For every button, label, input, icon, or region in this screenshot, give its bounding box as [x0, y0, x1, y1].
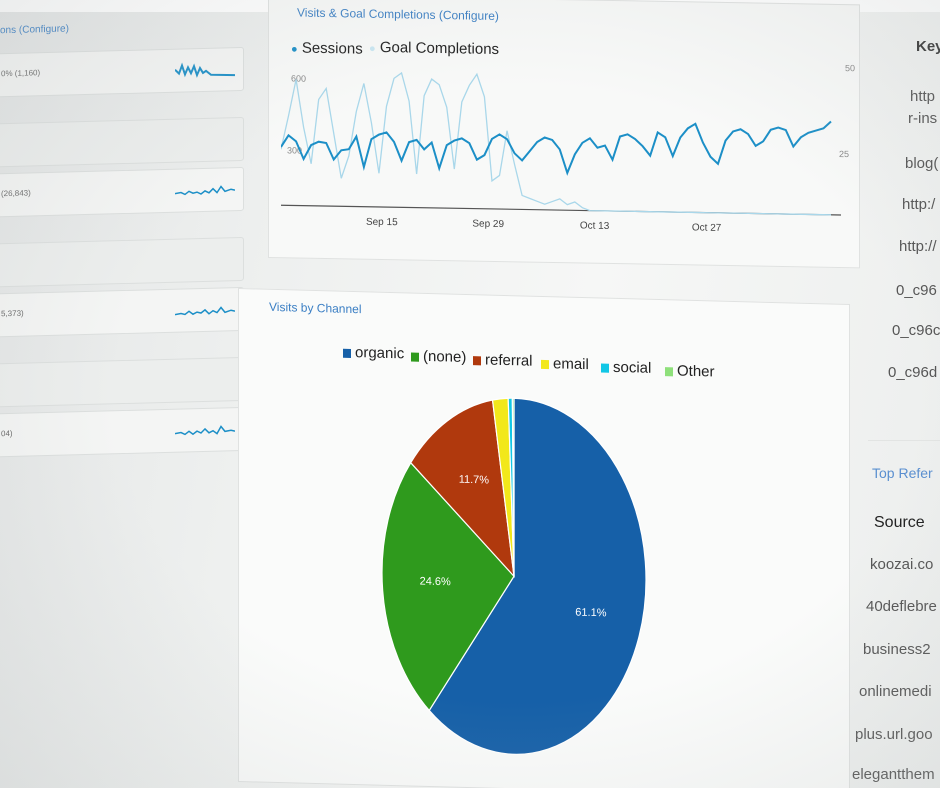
legend-label: organic — [355, 344, 405, 363]
left-metrics-panel: ons (Configure) 0% (1,160) (26,843) 5,37… — [0, 6, 270, 774]
legend-item-none[interactable]: (none) — [411, 348, 466, 366]
line-chart-panel: Visits & Goal Completions (Configure) ● … — [268, 0, 860, 269]
line-chart-title[interactable]: Visits & Goal Completions (Configure) — [297, 5, 499, 24]
keyword-header: Key — [916, 38, 940, 55]
metric-row[interactable]: 0% (1,160) — [0, 46, 244, 98]
legend-swatch-icon — [411, 352, 419, 362]
legend-dot-icon: ● — [291, 43, 298, 56]
left-panel-header[interactable]: ons (Configure) — [0, 23, 69, 37]
legend-swatch-icon — [473, 355, 481, 365]
metric-row[interactable]: 5,373) — [0, 286, 244, 338]
x-tick-label: Oct 27 — [692, 222, 722, 234]
metric-value: 5,373) — [1, 308, 24, 319]
y2-tick-label: 50 — [845, 63, 856, 74]
legend-item-social[interactable]: social — [601, 359, 651, 377]
pie-chart-panel: Visits by Channel organic (none) referral e… — [238, 288, 850, 788]
pie-slice-none[interactable] — [381, 461, 515, 713]
keyword-item[interactable]: http — [910, 88, 936, 105]
right-panel: Key http r-ins blog( http:/ http:// 0_c9… — [852, 0, 940, 788]
legend-swatch-icon — [343, 348, 351, 358]
sparkline-icon — [175, 62, 235, 78]
source-item[interactable]: plus.url.goo — [855, 726, 933, 743]
pie-data-label: 24.6% — [420, 575, 451, 588]
metric-row-spacer — [0, 116, 244, 168]
source-item[interactable]: onlinemedi — [859, 683, 932, 700]
metric-row[interactable]: 04) — [0, 406, 244, 458]
legend-label: (none) — [423, 347, 467, 366]
legend-item-other[interactable]: Other — [665, 362, 715, 380]
keyword-item[interactable]: blog( — [905, 155, 939, 172]
source-item[interactable]: business2 — [863, 641, 931, 658]
x-tick-label: Sep 15 — [366, 217, 398, 229]
keyword-item[interactable]: r-ins — [908, 110, 938, 127]
keyword-item[interactable]: 0_c96 — [896, 282, 937, 299]
keyword-item[interactable]: http:// — [899, 238, 937, 255]
legend-label: Other — [677, 362, 715, 381]
source-item[interactable]: koozai.co — [870, 556, 934, 573]
legend-item-organic[interactable]: organic — [343, 344, 405, 363]
metric-row-spacer — [0, 356, 244, 408]
legend-swatch-icon — [601, 363, 609, 373]
x-tick-label: Sep 29 — [472, 219, 504, 231]
sparkline-icon — [175, 425, 235, 436]
legend-label: email — [553, 355, 589, 374]
legend-label: social — [613, 358, 652, 377]
keyword-item[interactable]: 0_c96c — [892, 322, 940, 339]
series-line-goal-completions[interactable] — [281, 71, 831, 216]
pie-chart-plot[interactable]: 61.1% 24.6% 11.7% — [369, 387, 669, 775]
pie-chart-title[interactable]: Visits by Channel — [269, 299, 362, 317]
source-item[interactable]: 40deflebre — [866, 598, 937, 615]
keyword-item[interactable]: http:/ — [902, 196, 936, 213]
metric-row-spacer — [0, 236, 244, 288]
source-item[interactable]: elegantthem — [852, 766, 935, 783]
keyword-item[interactable]: 0_c96d — [888, 364, 938, 381]
legend-goal-completions[interactable]: ● Goal Completions — [369, 38, 500, 59]
x-tick-label: Oct 13 — [580, 220, 610, 232]
series-line-sessions[interactable] — [281, 112, 832, 178]
pie-data-label: 61.1% — [575, 607, 606, 620]
metric-value: 0% (1,160) — [1, 68, 41, 79]
legend-item-referral[interactable]: referral — [473, 351, 533, 370]
top-referrals-title[interactable]: Top Refer — [872, 465, 933, 481]
metric-value: 04) — [1, 428, 13, 439]
legend-dot-icon: ● — [369, 42, 376, 55]
legend-swatch-icon — [665, 366, 673, 376]
pie-data-label: 11.7% — [459, 474, 490, 487]
pie-slice-other[interactable] — [511, 397, 515, 577]
metric-row[interactable]: (26,843) — [0, 166, 244, 218]
sparkline-icon — [175, 306, 235, 316]
legend-swatch-icon — [541, 359, 549, 369]
pie-slice-referral[interactable] — [409, 398, 515, 579]
divider — [868, 440, 940, 441]
pie-slice-organic[interactable] — [428, 396, 647, 758]
source-column-header[interactable]: Source — [874, 514, 925, 531]
line-chart-plot[interactable]: Sep 15 Sep 29 Oct 13 Oct 27 — [281, 55, 841, 235]
legend-label: referral — [485, 351, 533, 370]
sparkline-icon — [175, 185, 235, 196]
metric-value: (26,843) — [1, 188, 31, 199]
legend-item-email[interactable]: email — [541, 355, 589, 373]
